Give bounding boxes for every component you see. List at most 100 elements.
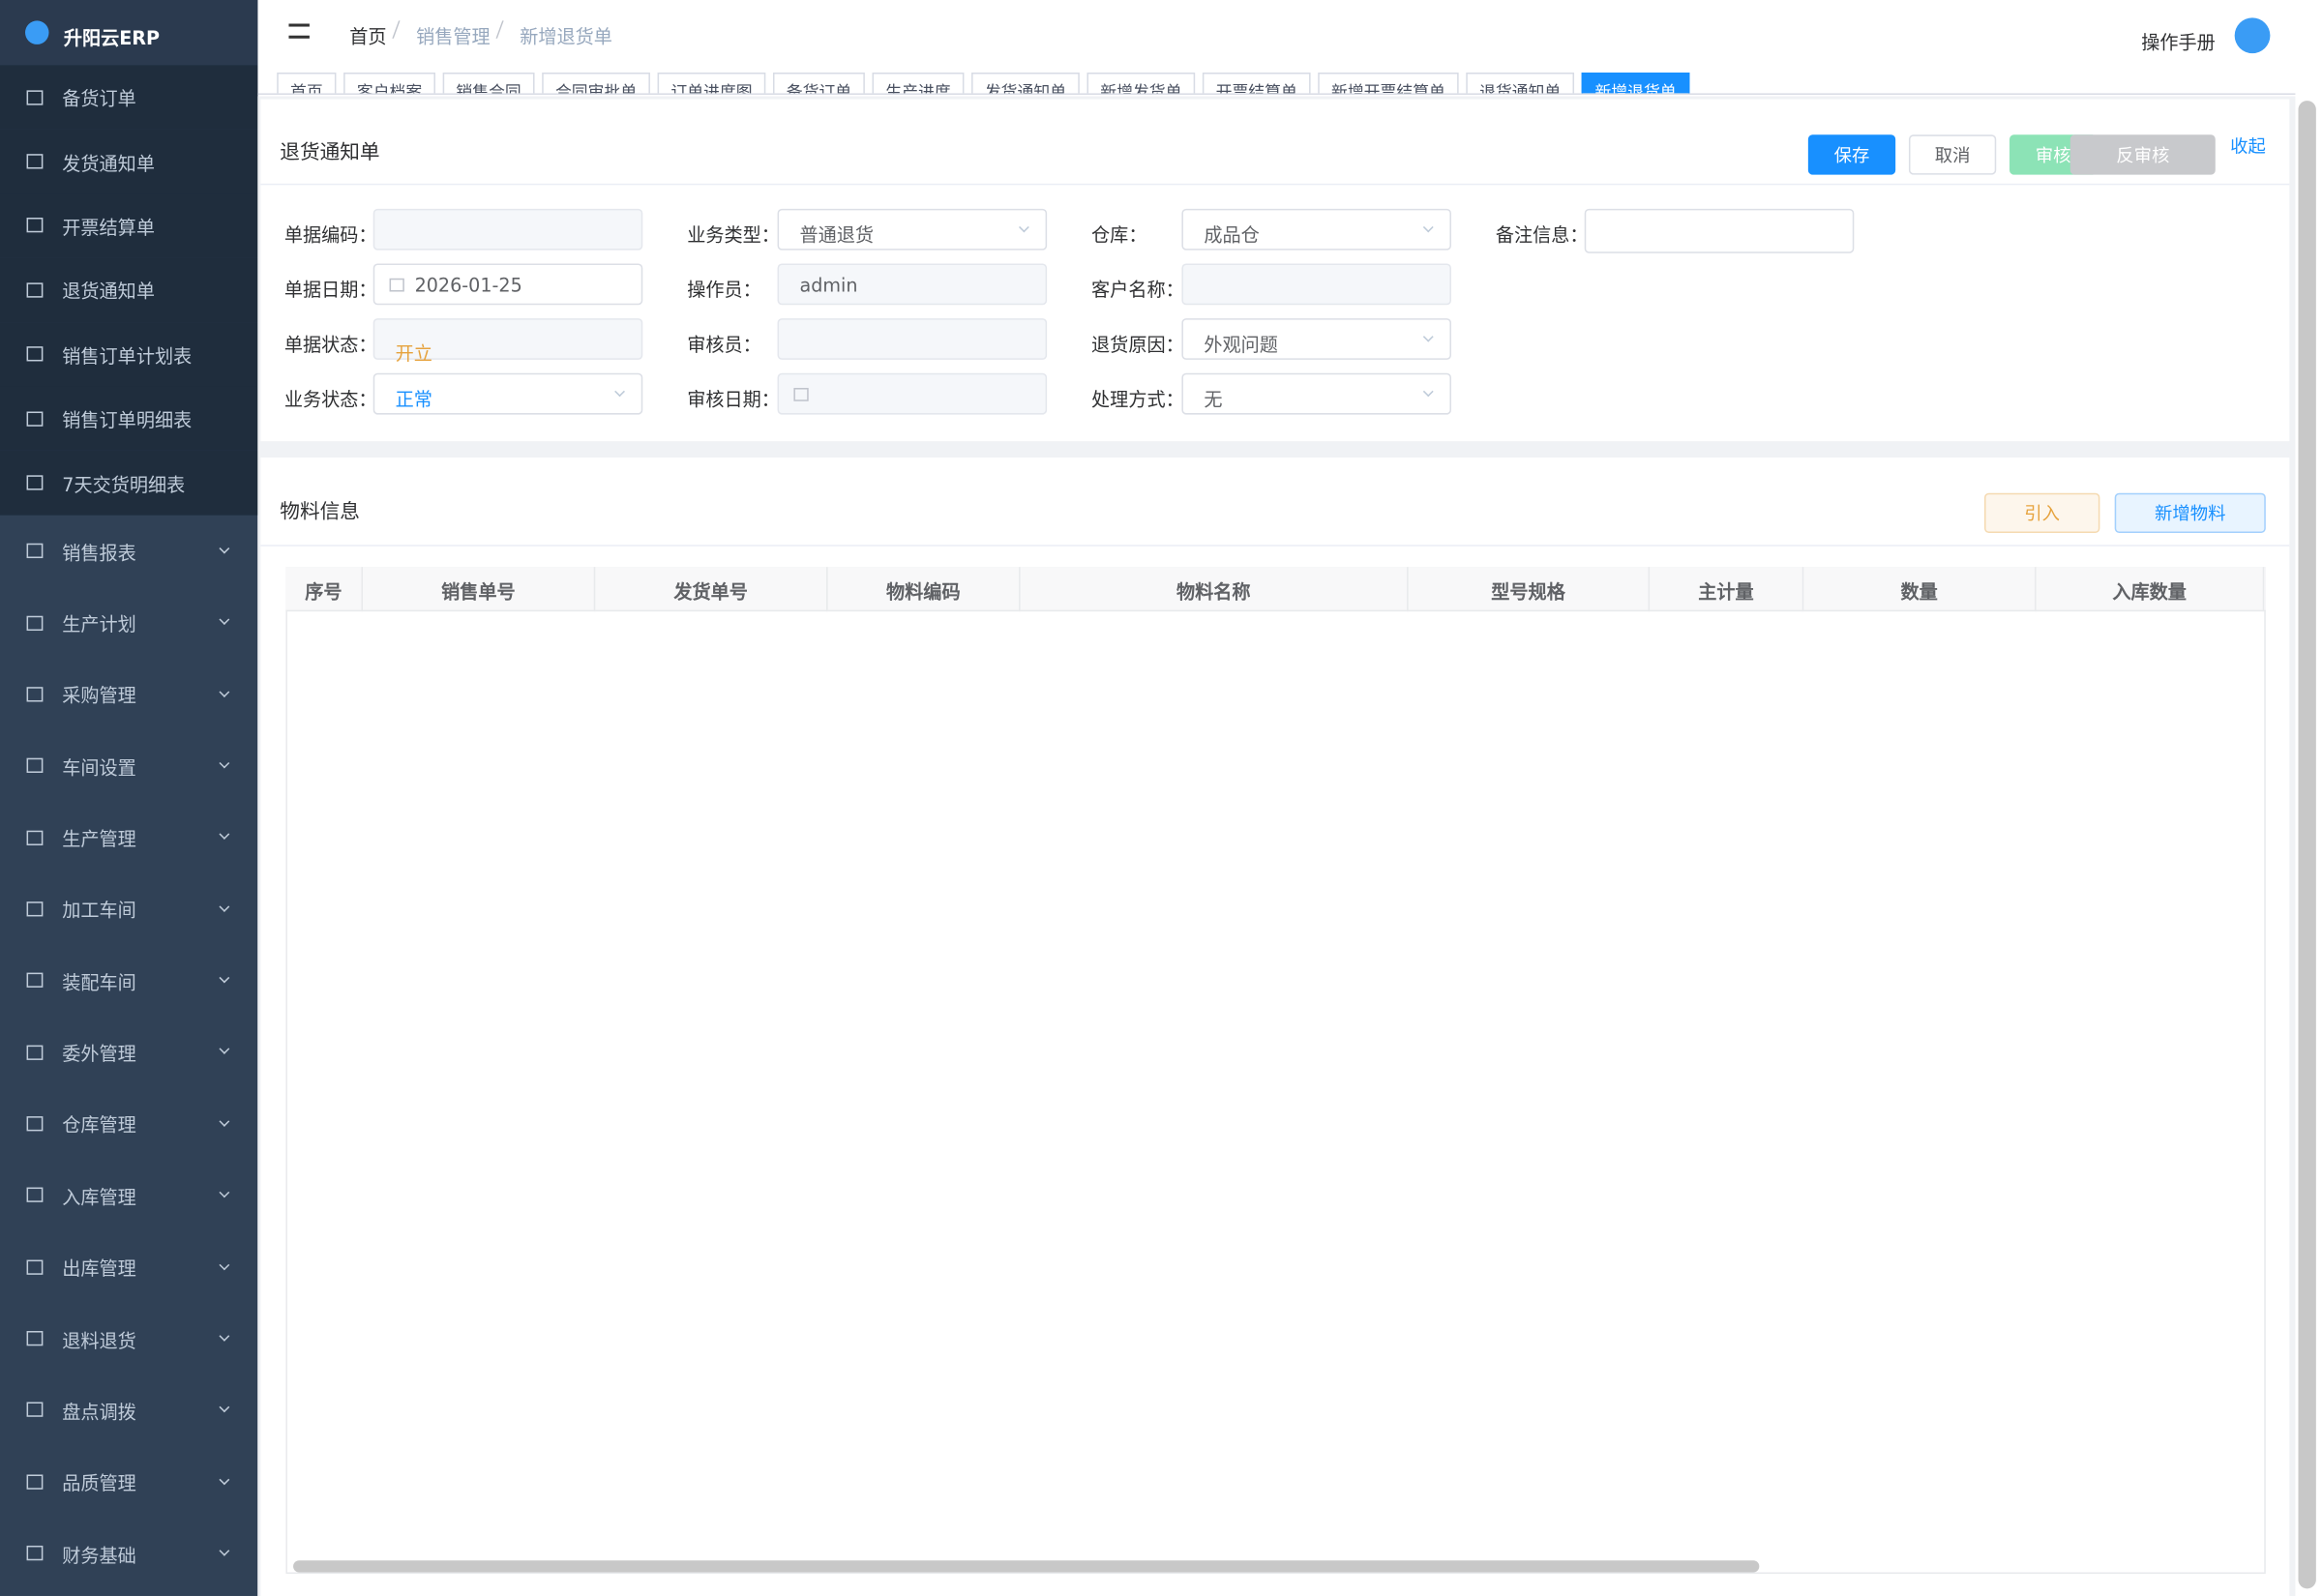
- field-input[interactable]: admin: [777, 263, 1048, 306]
- menu-item[interactable]: 发货通知单: [0, 129, 258, 194]
- chevron: [219, 686, 230, 697]
- menu-item[interactable]: 销售订单计划表: [0, 322, 258, 387]
- chevron: [219, 1115, 230, 1127]
- chevron: [219, 543, 230, 554]
- field-input[interactable]: 普通退货: [777, 208, 1048, 251]
- menu-icon: [26, 543, 44, 559]
- menu-icon: [26, 154, 44, 169]
- menu-item[interactable]: 7天交货明细表: [0, 450, 258, 516]
- v-scrollbar[interactable]: [2298, 101, 2316, 1589]
- tab[interactable]: 销售合同: [442, 72, 535, 94]
- form-button[interactable]: 反审核: [2069, 134, 2216, 175]
- tab[interactable]: 生产进度: [872, 72, 965, 94]
- divider: [260, 545, 2290, 547]
- chevron: [219, 1402, 230, 1413]
- manual-link[interactable]: 操作手册: [2141, 31, 2216, 54]
- field-input[interactable]: [1584, 208, 1855, 253]
- menu-label: 销售订单明细表: [62, 408, 193, 431]
- tab[interactable]: 订单进度图: [657, 72, 766, 94]
- menu-group[interactable]: 品质管理: [0, 1446, 257, 1518]
- brand[interactable]: 升阳云ERP: [0, 0, 258, 66]
- menu-item[interactable]: 开票结算单: [0, 193, 258, 258]
- menu-group[interactable]: 盘点调拨: [0, 1374, 257, 1446]
- menu-group[interactable]: 入库管理: [0, 1160, 257, 1231]
- chevron: [219, 1044, 230, 1055]
- menu-group[interactable]: 生产管理: [0, 802, 257, 873]
- chevron: [219, 901, 230, 912]
- column-header: 发货单号: [595, 567, 828, 612]
- form-button[interactable]: 保存: [1807, 134, 1896, 175]
- menu-icon: [26, 1045, 44, 1060]
- field-input[interactable]: 无: [1181, 372, 1451, 415]
- tab[interactable]: 合同审批单: [542, 72, 650, 94]
- menu-icon: [26, 475, 44, 490]
- menu-group[interactable]: 退料退货: [0, 1303, 257, 1374]
- hamburger[interactable]: [288, 23, 310, 39]
- chevron: [219, 972, 230, 984]
- column-header: 入库数量: [2037, 567, 2265, 612]
- tab[interactable]: 客户档案: [343, 72, 435, 94]
- field-input[interactable]: [777, 318, 1048, 360]
- brand-name: 升阳云ERP: [63, 26, 161, 49]
- field-input[interactable]: [372, 208, 643, 251]
- tab[interactable]: 新增发货单: [1087, 72, 1196, 94]
- tab[interactable]: 发货通知单: [971, 72, 1080, 94]
- field-input[interactable]: 外观问题: [1181, 318, 1451, 360]
- breadcrumb-item[interactable]: 首页: [349, 25, 387, 47]
- field-value: admin: [799, 274, 858, 297]
- menu-group[interactable]: 销售报表: [0, 516, 257, 587]
- import-button[interactable]: 引入: [1984, 492, 2100, 534]
- h-scrollbar[interactable]: [293, 1560, 1760, 1573]
- menu-label: 品质管理: [62, 1471, 136, 1494]
- chevron: [219, 1258, 230, 1270]
- field-input[interactable]: [1181, 263, 1451, 306]
- collapse-link[interactable]: 收起: [2230, 135, 2266, 158]
- tab[interactable]: 首页: [277, 72, 337, 94]
- field-label: 审核日期：: [687, 388, 780, 410]
- tab[interactable]: 开票结算单: [1202, 72, 1311, 94]
- form-button[interactable]: 取消: [1908, 134, 1997, 175]
- tab[interactable]: 备货订单: [772, 72, 865, 94]
- menu-icon: [26, 1188, 44, 1203]
- menu-label: 委外管理: [62, 1042, 136, 1065]
- menu-icon: [26, 614, 44, 631]
- field-input[interactable]: 成品仓: [1181, 208, 1451, 251]
- menu-label: 加工车间: [62, 899, 136, 922]
- field-value: 普通退货: [799, 223, 875, 247]
- menu-group[interactable]: 车间设置: [0, 730, 257, 802]
- tab[interactable]: 新增退货单: [1581, 72, 1690, 94]
- field-label: 审核员：: [687, 333, 761, 356]
- materials-card: 物料信息 引入 新增物料: [260, 457, 2290, 1596]
- form-card: 退货通知单 收起 保存 取消 审核 反审核 单据编码： 单据日期： 2026-01-25 单据…: [260, 99, 2290, 442]
- tabs-bar: 首页 客户档案 销售合同 合同审批单 订单进度图 备货订单 生产进度 发货通知单 新增发货单 开票…: [257, 62, 2296, 95]
- form-title: 退货通知单: [280, 140, 380, 164]
- tab[interactable]: 新增开票结算单: [1318, 72, 1459, 94]
- menu-group[interactable]: 仓库管理: [0, 1088, 257, 1160]
- menu-group[interactable]: 财务基础: [0, 1518, 257, 1589]
- breadcrumb-item[interactable]: 销售管理: [416, 25, 491, 47]
- menu-item[interactable]: 退货通知单: [0, 257, 258, 323]
- sidebar: 升阳云ERP 备货订单发货通知单开票结算单退货通知单 销售订单计划表销售订单明细表…: [0, 0, 258, 1596]
- menu-group[interactable]: 委外管理: [0, 1017, 257, 1088]
- menu-label: 开票结算单: [62, 216, 155, 239]
- field-input[interactable]: 正常: [372, 372, 643, 415]
- menu-group[interactable]: 采购管理: [0, 659, 257, 730]
- tab[interactable]: 退货通知单: [1466, 72, 1575, 94]
- menu-group[interactable]: 加工车间: [0, 873, 257, 945]
- menu-label: 生产计划: [62, 612, 136, 635]
- field-input[interactable]: 2026-01-25: [372, 263, 643, 306]
- menu-item[interactable]: 备货订单: [0, 65, 258, 130]
- menu-item[interactable]: 销售订单明细表: [0, 386, 258, 451]
- menu-group[interactable]: 生产计划: [0, 587, 257, 659]
- menu-group[interactable]: 装配车间: [0, 945, 257, 1017]
- menu-label: 备货订单: [62, 87, 136, 110]
- menu-group[interactable]: 出库管理: [0, 1231, 257, 1303]
- avatar[interactable]: [2234, 17, 2271, 54]
- field-input[interactable]: [777, 372, 1048, 415]
- menu-icon: [26, 1259, 44, 1275]
- field-input[interactable]: 开立: [372, 318, 643, 365]
- column-header: 物料名称: [1021, 567, 1409, 612]
- field-value: 无: [1204, 388, 1223, 410]
- add-material-button[interactable]: 新增物料: [2114, 492, 2266, 534]
- menu-label: 退料退货: [62, 1328, 136, 1351]
